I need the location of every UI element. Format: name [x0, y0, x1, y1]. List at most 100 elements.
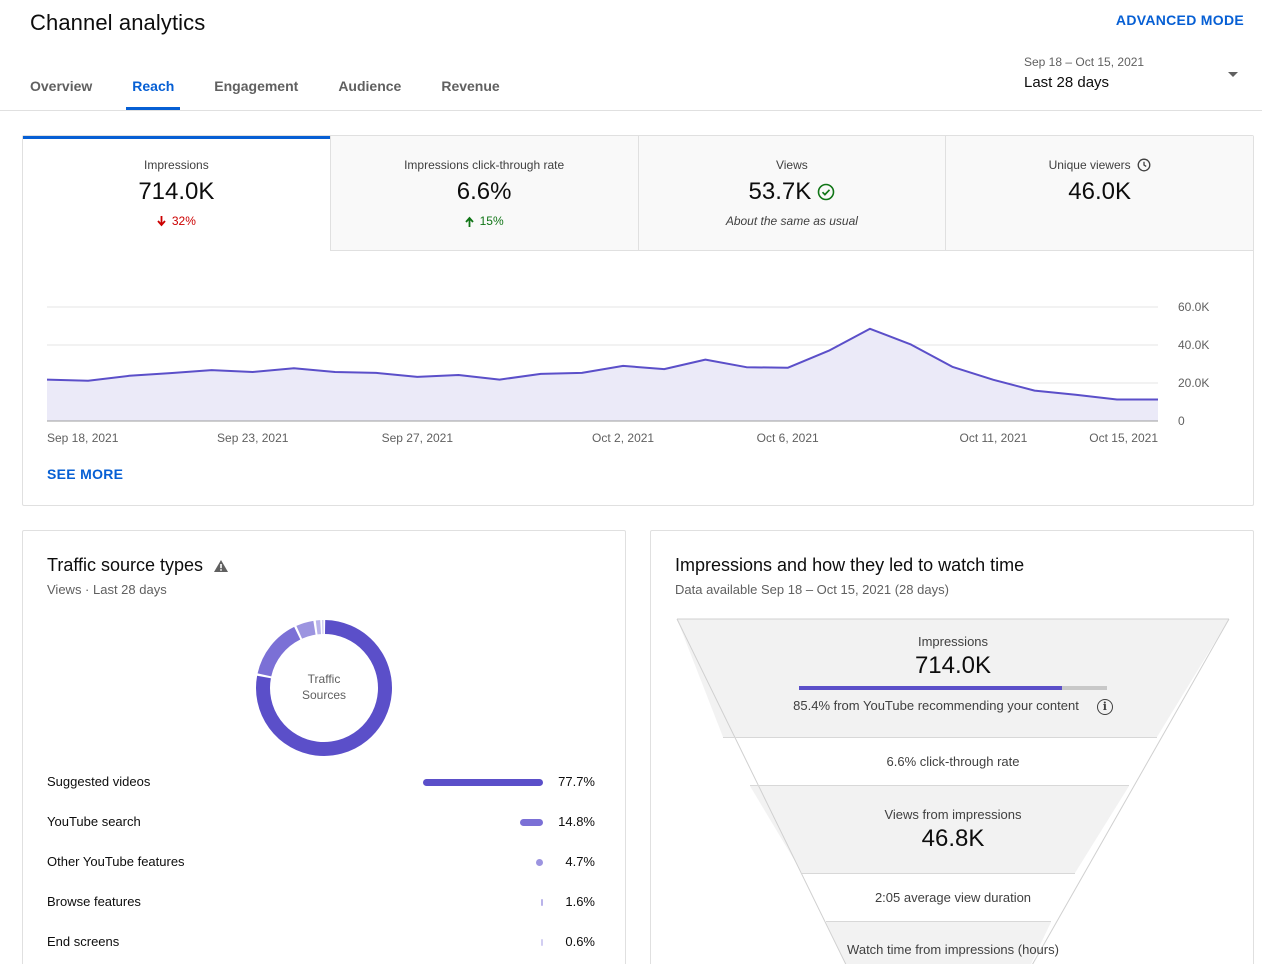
metric-value: 53.7K — [639, 178, 946, 206]
metric-delta: 15% — [331, 214, 638, 228]
traffic-source-bar — [423, 779, 543, 786]
funnel-recommend-row: 85.4% from YouTube recommending your con… — [651, 698, 1255, 715]
reach-metrics-card: Impressions 714.0K 32% Impressions click… — [22, 135, 1254, 506]
metric-label: Views — [639, 158, 946, 172]
funnel-stage-avd — [802, 874, 1075, 921]
traffic-source-card: Traffic source types Views · Last 28 day… — [22, 530, 626, 964]
y-tick-label: 20.0K — [1178, 376, 1209, 390]
traffic-source-name: Browse features — [47, 894, 141, 909]
tab-audience[interactable]: Audience — [338, 78, 402, 94]
funnel-stage-ctr — [723, 738, 1157, 785]
x-tick-label: Oct 6, 2021 — [757, 431, 819, 445]
traffic-source-percent: 14.8% — [558, 814, 595, 829]
metric-value-text: 53.7K — [748, 178, 812, 205]
date-range-label: Last 28 days — [1024, 74, 1110, 91]
traffic-source-percent: 1.6% — [565, 894, 595, 909]
funnel-title: Impressions and how they led to watch ti… — [675, 555, 1025, 575]
metric-label-text: Unique viewers — [1048, 158, 1131, 172]
donut-slice — [256, 620, 392, 756]
impressions-chart-svg: 0 20.0K 40.0K 60.0K Sep 18, 2021 Sep 23, 2021… — [46, 300, 1209, 445]
traffic-source-row[interactable]: Other YouTube features 4.7% — [47, 854, 607, 874]
chart-series-line — [46, 327, 1158, 401]
page-title: Channel analytics — [30, 10, 206, 35]
metric-delta: 32% — [23, 214, 330, 228]
arrow-down-icon — [157, 215, 166, 226]
funnel-watch-label: Watch time from impressions (hours) — [847, 942, 1059, 957]
x-tick-label: Oct 15, 2021 — [1089, 431, 1158, 445]
funnel-impressions-label: Impressions — [917, 634, 989, 649]
arrow-up-icon — [464, 216, 474, 227]
traffic-source-bar — [541, 939, 543, 946]
chart-area-fill — [47, 328, 1158, 421]
metric-value: 46.0K — [1068, 178, 1131, 205]
page-header: Channel analytics ADVANCED MODE Overview… — [0, 0, 1262, 111]
traffic-subtitle: Views · Last 28 days — [47, 582, 167, 597]
dropdown-caret-icon — [1228, 72, 1238, 77]
traffic-source-row[interactable]: Browse features 1.6% — [47, 894, 607, 914]
impressions-chart: 0 20.0K 40.0K 60.0K Sep 18, 2021 Sep 23, 2021… — [23, 251, 1253, 461]
advanced-mode-button[interactable]: ADVANCED MODE — [1115, 12, 1244, 28]
metric-delta-value: 15% — [479, 214, 504, 228]
metric-views[interactable]: Views 53.7K About the same as usual — [637, 136, 946, 251]
donut-slice — [257, 626, 301, 677]
metric-label: Unique viewers — [946, 158, 1253, 172]
funnel-recommend-text: 85.4% from YouTube recommending your con… — [793, 698, 1079, 713]
traffic-source-percent: 0.6% — [565, 934, 595, 949]
metric-unique-viewers[interactable]: Unique viewers 46.0K — [945, 136, 1253, 251]
x-tick-label: Sep 27, 2021 — [382, 431, 454, 445]
metric-label: Impressions — [23, 158, 330, 172]
clock-icon[interactable] — [1137, 158, 1151, 172]
metric-impressions[interactable]: Impressions 714.0K 32% — [23, 136, 330, 251]
donut-label-line1: Traffic — [307, 672, 341, 686]
info-icon[interactable]: i — [1096, 698, 1113, 715]
donut-label-line2: Sources — [301, 688, 347, 702]
funnel-stage-impressions — [677, 619, 1229, 737]
traffic-source-name: Suggested videos — [47, 774, 151, 789]
metric-ctr[interactable]: Impressions click-through rate 6.6% 15% — [329, 136, 638, 251]
funnel-views-value: 46.8K — [921, 825, 985, 852]
funnel-stage-views — [750, 786, 1129, 873]
tab-engagement[interactable]: Engagement — [214, 78, 299, 94]
y-tick-label: 60.0K — [1178, 300, 1209, 314]
x-tick-label: Oct 11, 2021 — [959, 431, 1027, 445]
traffic-source-bar — [520, 819, 543, 826]
x-tick-label: Sep 23, 2021 — [217, 431, 289, 445]
analytics-tabs: Overview Reach Engagement Audience Reven… — [30, 70, 540, 111]
tab-reach[interactable]: Reach — [126, 70, 181, 111]
funnel-diagram — [676, 618, 1230, 964]
metric-note: About the same as usual — [725, 214, 858, 228]
traffic-source-percent: 4.7% — [565, 854, 595, 869]
funnel-avd-text: 2:05 average view duration — [874, 890, 1032, 905]
traffic-source-percent: 77.7% — [558, 774, 595, 789]
traffic-source-row[interactable]: Suggested videos 77.7% — [47, 774, 607, 794]
y-tick-label: 40.0K — [1178, 338, 1209, 352]
metric-label-text: Impressions — [144, 158, 209, 172]
recommend-bar-fill — [799, 686, 1062, 690]
metric-value: 6.6% — [456, 178, 512, 205]
check-circle-icon — [817, 183, 835, 201]
donut-slice — [296, 620, 316, 639]
traffic-source-name: YouTube search — [47, 814, 141, 829]
tab-overview[interactable]: Overview — [30, 78, 93, 94]
impressions-funnel-card: Impressions and how they led to watch ti… — [650, 530, 1254, 964]
tab-revenue[interactable]: Revenue — [441, 78, 500, 94]
funnel-subtitle: Data available Sep 18 – Oct 15, 2021 (28… — [675, 582, 949, 597]
traffic-source-name: Other YouTube features — [47, 854, 185, 869]
funnel-impressions-value: 714.0K — [914, 652, 992, 679]
see-more-button[interactable]: SEE MORE — [47, 466, 124, 482]
date-range-dropdown[interactable]: Sep 18 – Oct 15, 2021 Last 28 days — [1024, 55, 1246, 99]
traffic-source-bar — [540, 899, 543, 906]
metric-value: 714.0K — [138, 178, 215, 205]
traffic-source-row[interactable]: YouTube search 14.8% — [47, 814, 607, 834]
traffic-source-row[interactable]: End screens 0.6% — [47, 934, 607, 954]
traffic-title: Traffic source types — [47, 555, 229, 576]
metric-tabs: Impressions 714.0K 32% Impressions click… — [23, 136, 1253, 251]
warning-icon[interactable] — [213, 559, 229, 573]
metric-label-text: Views — [775, 158, 808, 172]
x-tick-label: Oct 2, 2021 — [592, 431, 654, 445]
y-tick-label: 0 — [1178, 414, 1185, 428]
metric-delta-value: 32% — [171, 214, 196, 228]
funnel-views-label: Views from impressions — [884, 807, 1022, 822]
date-range-text: Sep 18 – Oct 15, 2021 — [1024, 55, 1145, 69]
traffic-donut-chart — [256, 620, 392, 756]
